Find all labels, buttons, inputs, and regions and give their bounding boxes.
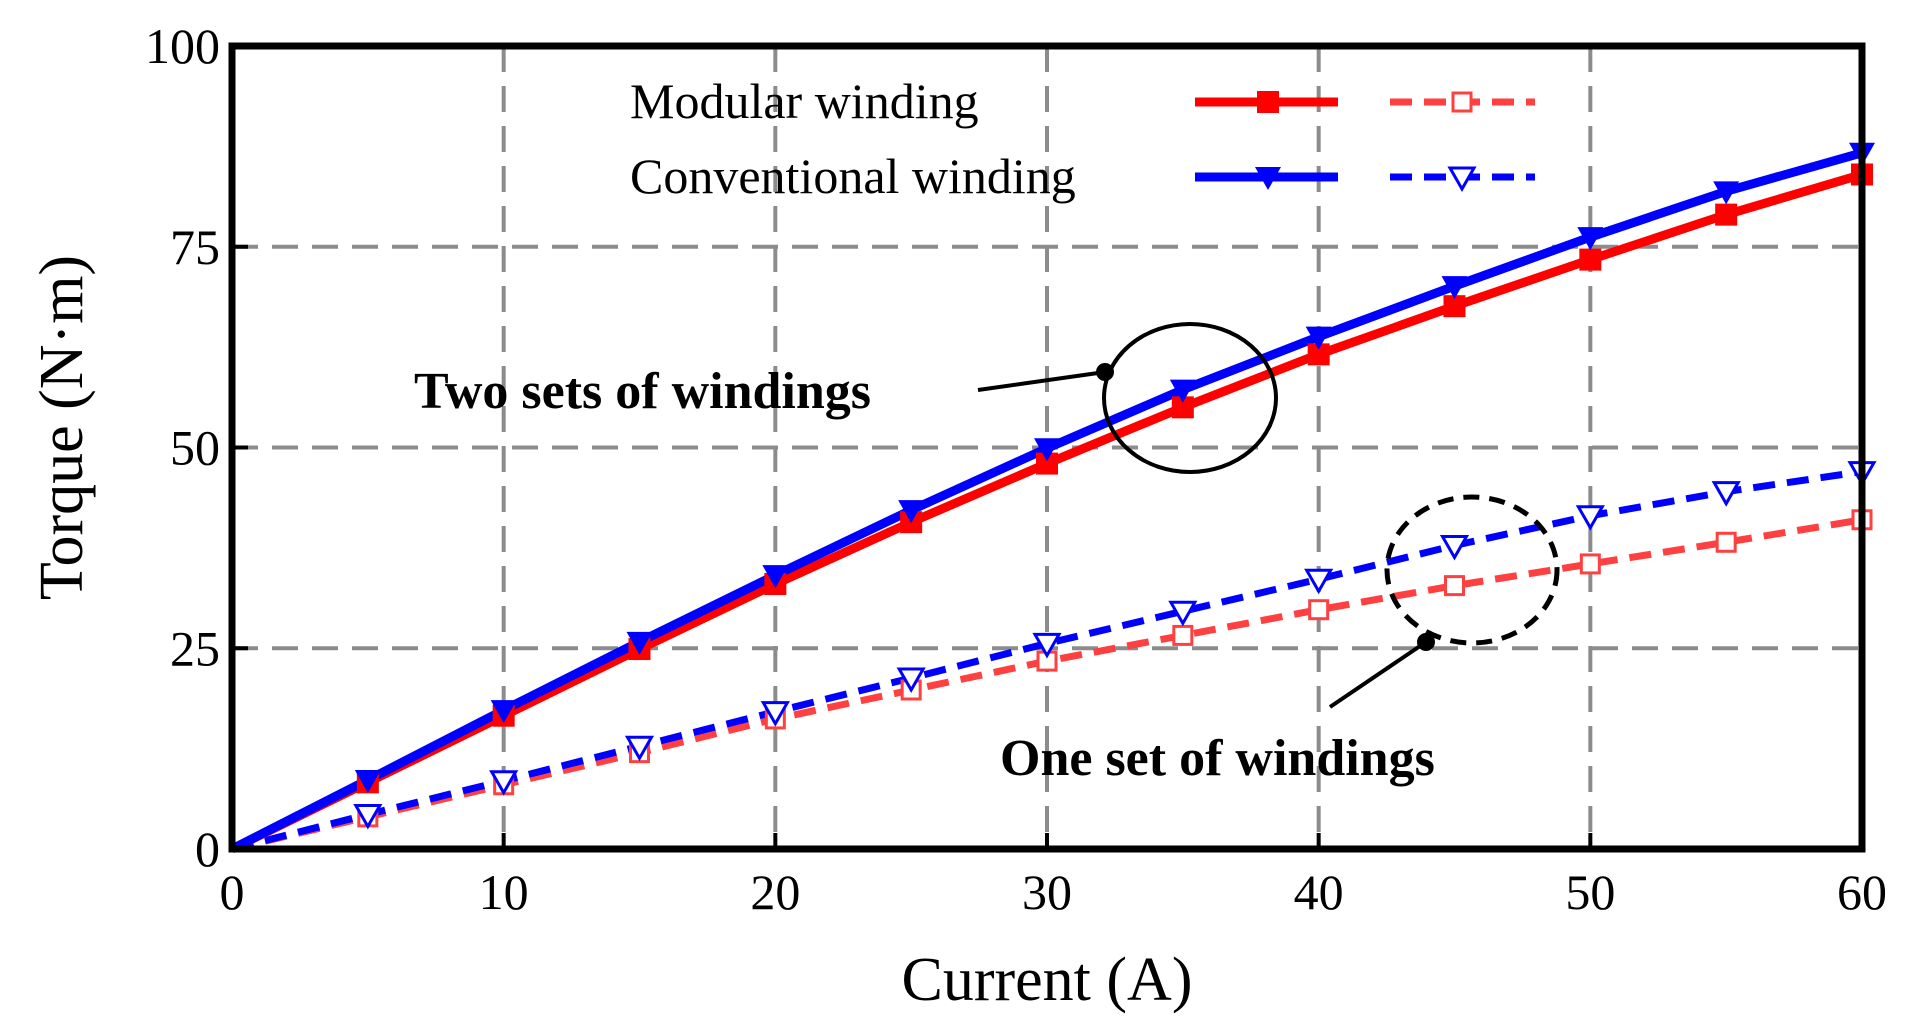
- series-0-point-6: [1036, 452, 1058, 475]
- series-0-point-11: [1715, 203, 1738, 226]
- y-tick-label-25: 25: [170, 620, 220, 676]
- annotations: Two sets of windings One set of windings: [414, 322, 1560, 787]
- series-3-point-1: [353, 803, 383, 830]
- series-3-point-10: [1575, 505, 1605, 531]
- series-1-point-8: [1305, 326, 1332, 350]
- one-set-annotation: One set of windings: [1000, 730, 1435, 787]
- x-tick-label-30: 30: [1022, 864, 1072, 920]
- y-tick-label-50: 50: [170, 420, 220, 476]
- x-tick-label-60: 60: [1837, 864, 1887, 920]
- y-tick-label-100: 100: [145, 18, 220, 74]
- series-3-point-8: [1304, 568, 1334, 595]
- series-1-point-6: [1034, 438, 1060, 462]
- series-1-point-10: [1577, 227, 1604, 251]
- series-0-point-9: [1443, 295, 1466, 318]
- series-1-point-1: [354, 769, 381, 793]
- two-sets-annotation: Two sets of windings: [414, 363, 871, 420]
- series-1-point-2: [490, 700, 517, 724]
- series-1-point-3: [626, 631, 653, 655]
- series-2-point-10: [1579, 553, 1601, 575]
- legend-label-conventional: Conventional winding: [630, 148, 1076, 204]
- x-tick-label-40: 40: [1294, 864, 1344, 920]
- x-axis-title: Current (A): [902, 946, 1193, 1014]
- x-tick-label-20: 20: [750, 864, 800, 920]
- series-0-point-7: [1171, 396, 1194, 419]
- series-3-point-7: [1168, 600, 1198, 627]
- x-tick-label-0: 0: [220, 864, 245, 920]
- series-2-point-8: [1308, 599, 1330, 621]
- legend-marker-dashed-0: [1451, 91, 1473, 113]
- series-0-point-8: [1307, 343, 1330, 366]
- series-markers: [353, 142, 1877, 830]
- one-set-pointer: [1328, 640, 1428, 709]
- series-3-point-6: [1032, 632, 1062, 659]
- two-sets-ellipse: [1102, 322, 1278, 474]
- y-tick-label-0: 0: [195, 821, 220, 877]
- series-2-point-7: [1172, 624, 1194, 646]
- series-0-point-10: [1579, 248, 1602, 271]
- one-set-pointer-dot: [1417, 633, 1435, 651]
- series-1-point-5: [898, 500, 925, 524]
- legend-marker-dashed-1: [1447, 166, 1477, 193]
- x-tick-label-50: 50: [1565, 864, 1615, 920]
- axis-ticks: 0 10 20 30 40 50 60 0 25 50 75 100: [145, 18, 1887, 920]
- x-tick-label-10: 10: [479, 864, 529, 920]
- legend-label-modular: Modular winding: [630, 73, 979, 129]
- series-3-point-5: [896, 667, 926, 693]
- series-3-point-11: [1711, 481, 1741, 507]
- y-tick-label-75: 75: [170, 219, 220, 275]
- legend: Modular winding Conventional winding: [630, 73, 1535, 204]
- series-1-point-11: [1713, 181, 1740, 205]
- series-3-point-9: [1439, 534, 1470, 561]
- legend-marker-solid-1: [1255, 167, 1281, 190]
- series-2-point-11: [1715, 531, 1737, 553]
- series-1-point-4: [762, 565, 789, 589]
- series-3-point-3: [624, 735, 655, 762]
- series-2-point-9: [1444, 575, 1465, 597]
- legend-marker-solid-0: [1257, 91, 1279, 113]
- series-1-point-7: [1169, 379, 1196, 403]
- legend-swatches: [1195, 91, 1535, 193]
- series-3-point-4: [760, 701, 790, 727]
- one-set-ellipse: [1384, 494, 1560, 646]
- series-1-point-9: [1441, 276, 1468, 300]
- series-3-point-2: [489, 770, 519, 796]
- two-sets-pointer: [977, 370, 1106, 392]
- y-axis-title: Torque (N·m): [28, 255, 96, 600]
- two-sets-pointer-dot: [1096, 363, 1114, 381]
